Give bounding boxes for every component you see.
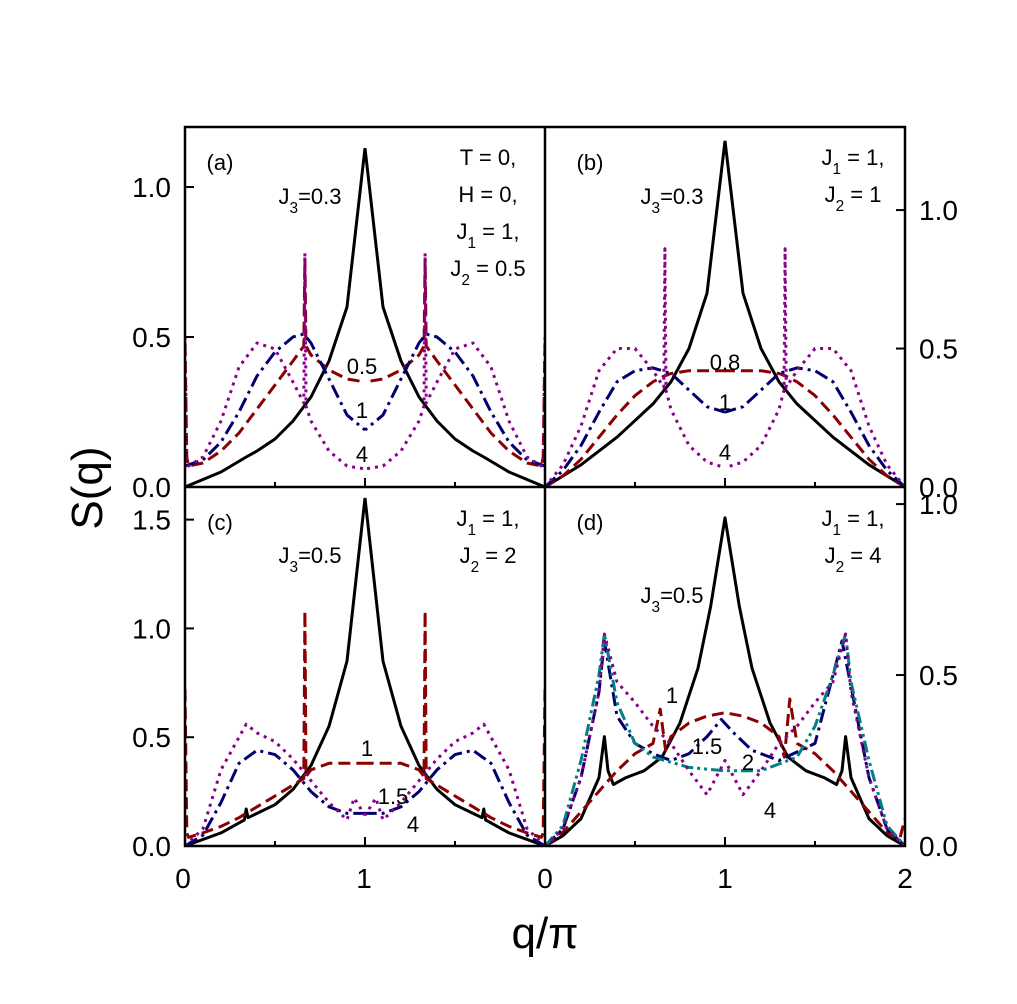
y-tick-label: 0.0 [132,472,171,503]
series-line-a-0.3 [185,147,367,487]
y-tick-label: 0.5 [919,334,958,365]
series-line-b-4 [545,247,726,487]
series-line-mirror-a-4 [364,251,545,471]
series-line-mirror-c-0.5 [363,497,545,846]
annotation-text: T = 0, [460,145,516,170]
y-tick-label: 0.0 [919,831,958,862]
panel-b: 0.0 0.5 1.0 (b) J1 = 1, J2 = 1 J3=0.3 0.8 1 4 [544,140,958,503]
panel-label: (c) [207,510,233,535]
curve-label: 4 [764,798,776,823]
curve-label: 1.5 [692,734,723,759]
curve-label: 2 [742,750,754,775]
curve-label: 1 [666,683,678,708]
series-line-a-1 [185,332,366,468]
curve-label: 1 [356,398,368,423]
y-tick-label: 0.5 [132,722,171,753]
x-tick-label: 1 [356,863,372,894]
x-tick-label: 0 [175,863,191,894]
panel-d: 0.0 0.5 1.0 (d) J1 = 1, J2 = 4 J3=0.5 1 1.5 24 [544,489,958,862]
panel-label: (d) [577,510,604,535]
y-axis-title: S(q) [63,446,112,529]
series-line-d-1 [545,697,905,846]
x-tick-label: 2 [897,863,913,894]
y-tick-label: 0.0 [132,831,171,862]
y-tick-label: 0.0 [919,472,958,503]
curve-label: J3=0.3 [279,184,342,217]
series-line-mirror-b-0.3 [723,140,905,487]
curve-label: 4 [356,442,368,467]
x-tick-label: 1 [717,863,733,894]
annotation-text: J2 = 2 [460,543,517,576]
annotation-text: H = 0, [458,182,517,207]
series-line-d-4 [545,632,905,846]
annotation-text: J1 = 1, [822,506,885,539]
series-line-mirror-a-0.3 [363,147,545,487]
y-tick-label: 1.0 [132,613,171,644]
y-tick-label: 0.5 [132,322,171,353]
annotation-text: J1 = 1, [457,219,520,252]
series-line-mirror-b-4 [724,247,905,487]
annotation-text: J2 = 0.5 [450,256,525,289]
y-tick-label: 1.0 [132,172,171,203]
annotation-text: J1 = 1, [457,506,520,539]
y-tick-label: 1.0 [919,195,958,226]
curve-label: 1.5 [378,784,409,809]
series-line-mirror-c-1 [365,609,545,839]
y-tick-label: 0.5 [919,660,958,691]
series-line-mirror-b-0.8 [725,369,905,487]
annotation-text: J2 = 4 [825,543,882,576]
series-line-mirror-a-0.5 [364,257,545,468]
series-line-b-0.3 [545,140,727,487]
curve-label: 4 [407,812,419,837]
y-tick-label: 1.0 [919,489,958,520]
curve-label: 0.5 [347,354,378,379]
curve-label: 1 [719,390,731,415]
series-line-d-0.5 [545,516,905,846]
curve-label: 1 [361,736,373,761]
series-line-d-2 [545,632,905,846]
series-line-mirror-a-1 [364,332,545,468]
panel-a: 0.0 0.5 1.0 (a) T = 0, H = 0, J1 = 1, J2 = 0.5 J… [132,145,546,503]
curve-label: 4 [719,440,731,465]
series-line-mirror-b-1 [724,366,905,487]
series-line-c-1 [185,609,365,839]
curve-label: 0.8 [710,350,741,375]
series-line-c-0.5 [185,497,367,846]
x-tick-label: 0 [537,863,553,894]
series-line-a-0.5 [185,257,366,468]
curve-label: J3=0.3 [641,184,704,217]
y-tick-label: 1.5 [132,505,171,536]
x-axis-title: q/π [511,909,578,958]
annotation-text: J1 = 1, [822,145,885,178]
annotation-text: J2 = 1 [825,182,882,215]
curve-label: J3=0.5 [279,543,342,576]
x-tick-labels: 0 1 0 1 2 [175,863,913,894]
panel-label: (a) [207,150,234,175]
curve-label: J3=0.5 [641,583,704,616]
series-line-b-1 [545,366,726,487]
series-line-mirror-c-1.5 [365,748,545,846]
series-line-b-0.8 [545,369,725,487]
series-line-c-4 [185,722,367,846]
series-line-c-1.5 [185,748,365,846]
panel-c: 0.00.51.01.5 (c) J1 = 1,J2 = 2J3=0.511.54 [132,497,546,862]
panel-label: (b) [577,150,604,175]
series-line-a-4 [185,251,366,471]
